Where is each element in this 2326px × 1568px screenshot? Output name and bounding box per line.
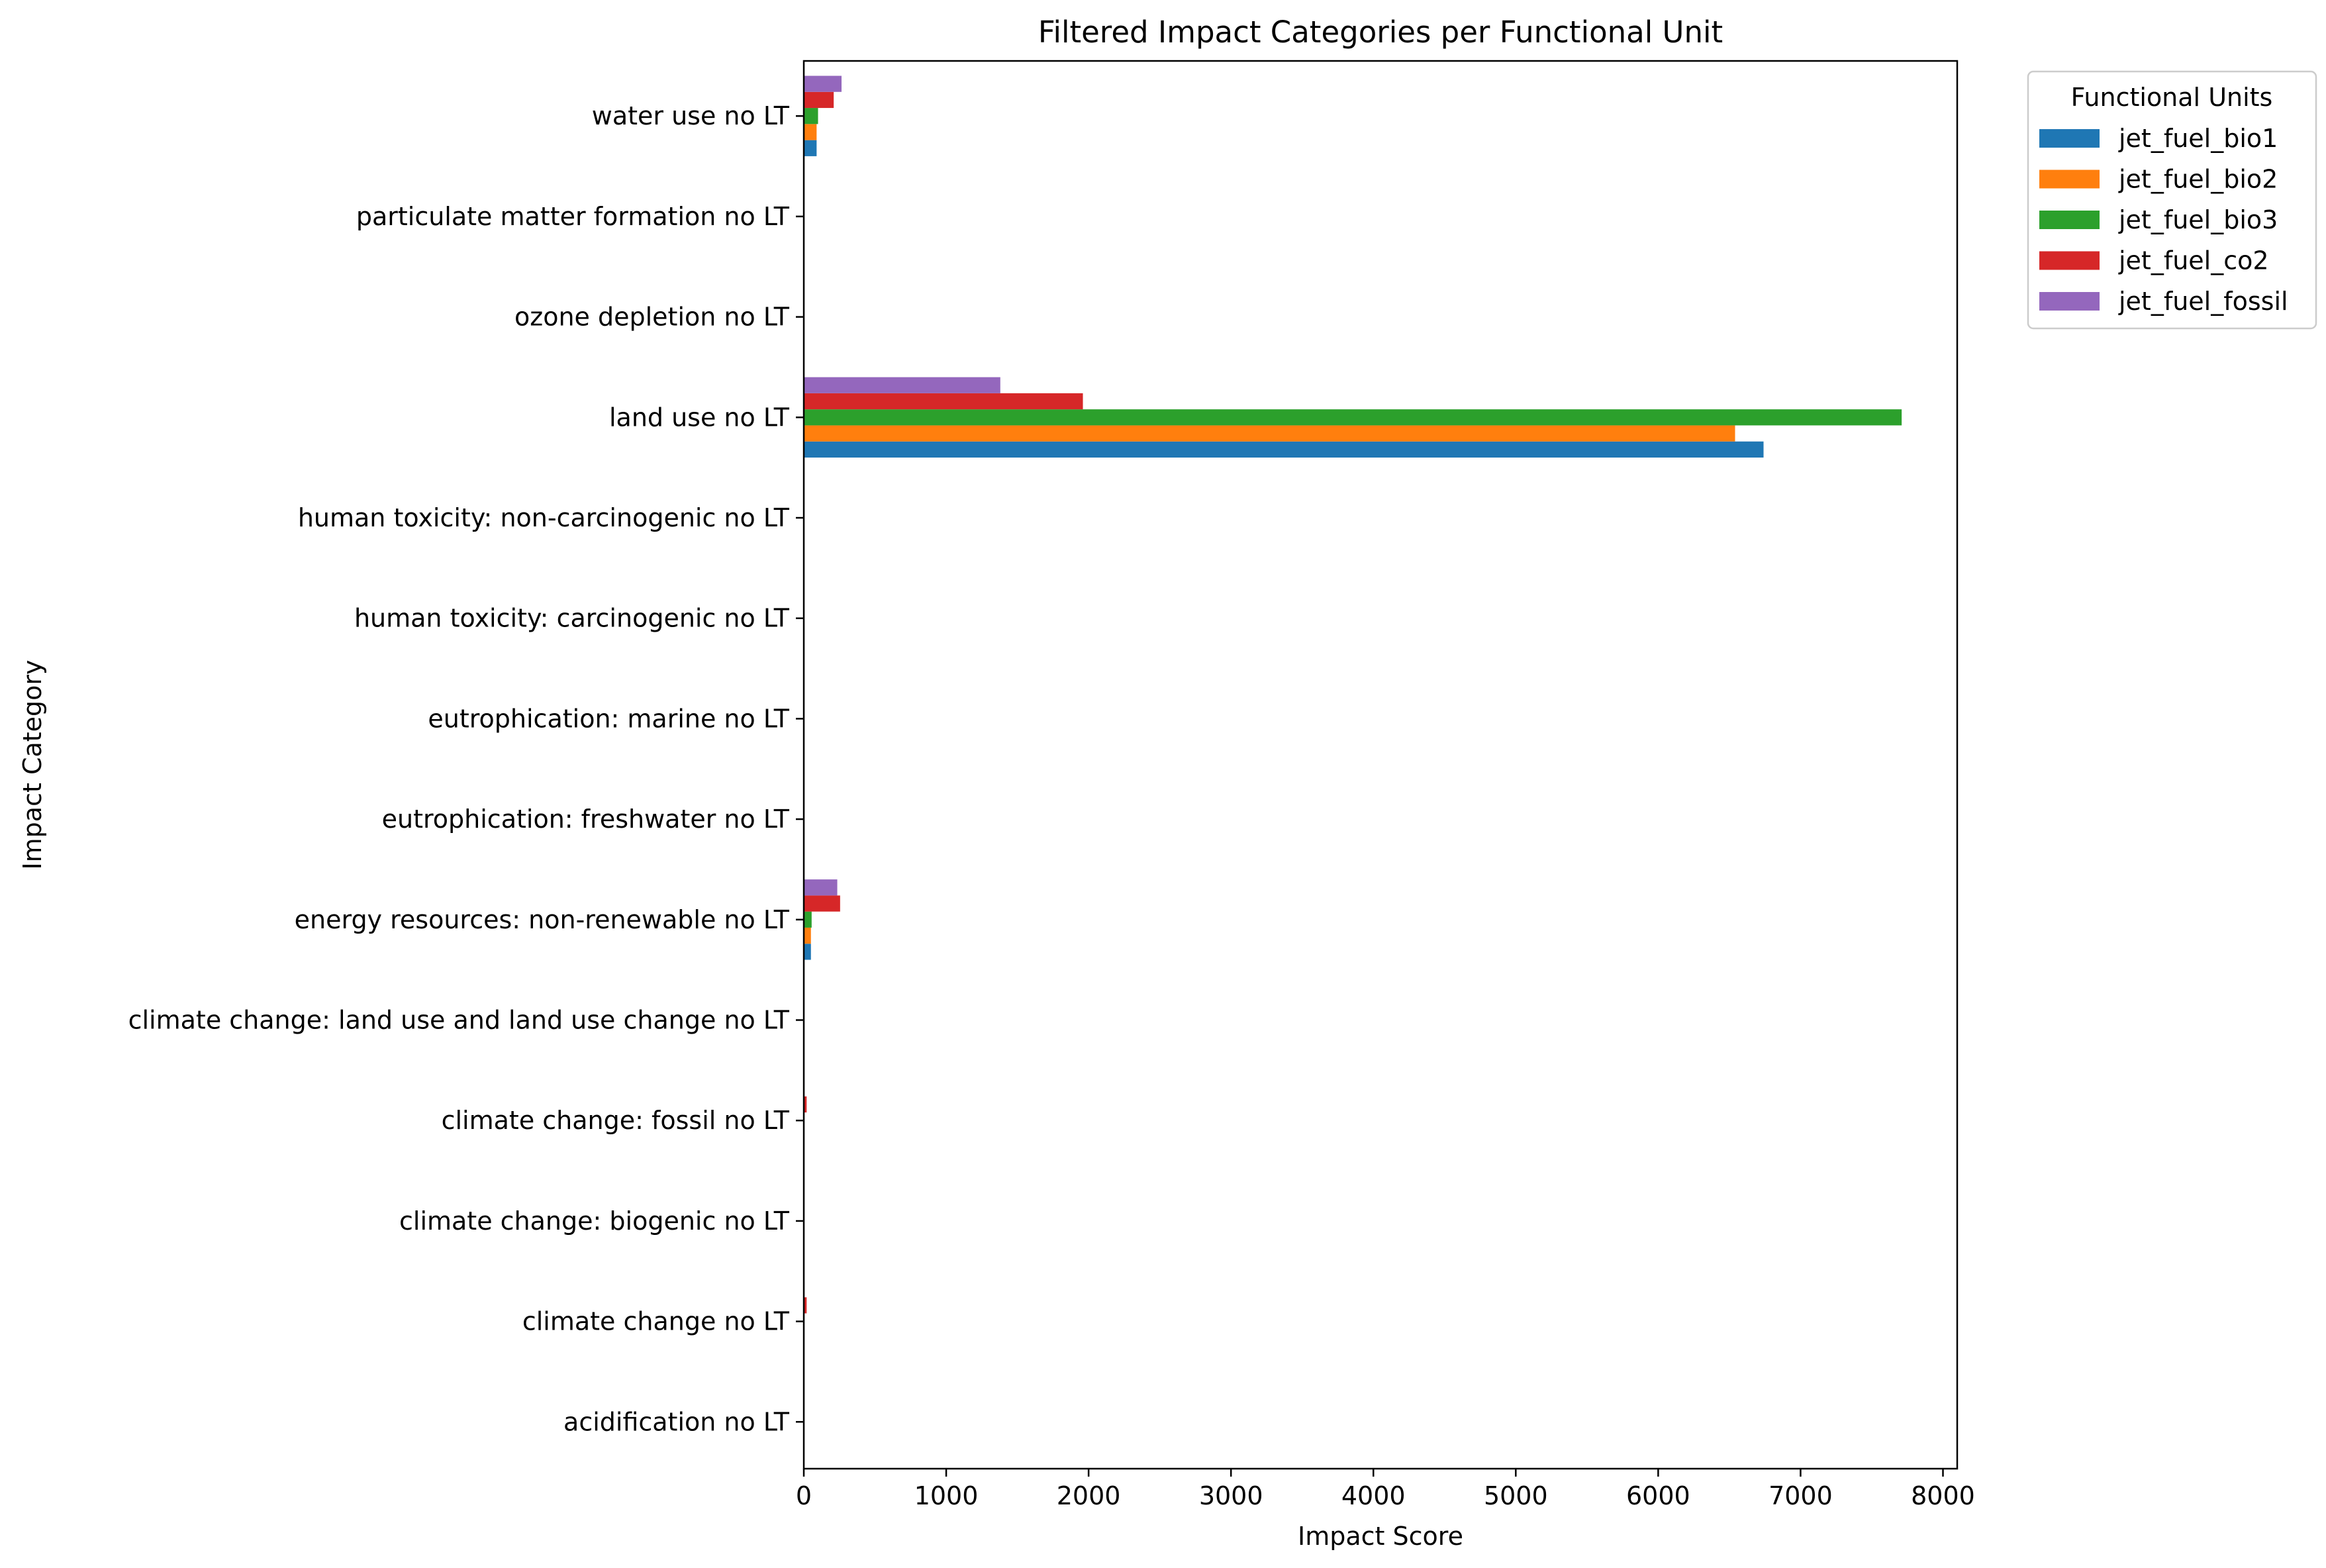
- plot-frame: [802, 60, 1959, 1470]
- bar-jet_fuel_co2: [804, 895, 840, 912]
- bar-jet_fuel_bio3: [804, 911, 812, 928]
- y-tick-label: land use no LT: [609, 403, 790, 432]
- legend-label-jet_fuel_bio1: jet_fuel_bio1: [2118, 124, 2278, 153]
- bar-jet_fuel_bio1: [804, 944, 811, 960]
- legend-swatch-jet_fuel_fossil: [2039, 292, 2100, 311]
- x-tick-label: 3000: [1199, 1481, 1263, 1510]
- legend-label-jet_fuel_bio2: jet_fuel_bio2: [2118, 165, 2278, 194]
- legend-label-jet_fuel_fossil: jet_fuel_fossil: [2118, 287, 2288, 316]
- bar-jet_fuel_bio3: [804, 108, 818, 124]
- bar-jet_fuel_bio3: [804, 409, 1902, 426]
- bar-jet_fuel_bio2: [804, 425, 1735, 442]
- y-tick-label: energy resources: non-renewable no LT: [295, 905, 790, 934]
- legend-swatch-jet_fuel_bio2: [2039, 170, 2100, 189]
- x-tick-label: 0: [796, 1481, 812, 1510]
- bar-jet_fuel_co2: [804, 91, 834, 109]
- y-tick-label: particulate matter formation no LT: [356, 202, 790, 231]
- y-tick-label: climate change: biogenic no LT: [399, 1206, 790, 1236]
- bar-layer: [804, 75, 1902, 1462]
- legend-swatch-jet_fuel_bio3: [2039, 211, 2100, 229]
- bar-jet_fuel_co2: [804, 1297, 807, 1314]
- x-tick-label: 6000: [1626, 1481, 1690, 1510]
- legend-items: jet_fuel_bio1 jet_fuel_bio2 jet_fuel_bio3j…: [2039, 124, 2288, 316]
- y-axis: acidification no LT climate change no LT c…: [128, 101, 804, 1436]
- legend-label-jet_fuel_co2: jet_fuel_co2: [2118, 246, 2269, 275]
- chart-title: Filtered Impact Categories per Functiona…: [1038, 15, 1723, 50]
- legend: Functional Units jet_fuel_bio1jet_fuel_b…: [2027, 70, 2317, 330]
- x-tick-label: 7000: [1769, 1481, 1833, 1510]
- x-axis: 0 1000 2000 3000 4000 5000 6000 7000 8000: [796, 1469, 1975, 1510]
- legend-swatch-jet_fuel_co2: [2039, 251, 2100, 270]
- bar-jet_fuel_fossil: [804, 377, 1000, 393]
- legend-swatch-jet_fuel_bio1: [2039, 129, 2100, 148]
- bar-jet_fuel_bio2: [804, 124, 817, 140]
- bar-jet_fuel_bio1: [804, 441, 1764, 458]
- bar-jet_fuel_co2: [804, 1096, 807, 1113]
- legend-frame: [2027, 70, 2317, 330]
- y-tick-label: ozone depletion no LT: [514, 303, 790, 332]
- y-tick-label: human toxicity: carcinogenic no LT: [354, 604, 790, 633]
- bar-jet_fuel_fossil: [804, 75, 842, 92]
- legend-title: Functional Units: [2071, 83, 2273, 112]
- bar-jet_fuel_co2: [804, 393, 1083, 410]
- y-axis-label: Impact Category: [18, 660, 47, 869]
- y-tick-label: climate change: land use and land use ch…: [128, 1006, 790, 1035]
- x-tick-label: 2000: [1057, 1481, 1121, 1510]
- x-tick-label: 4000: [1341, 1481, 1406, 1510]
- y-tick-label: climate change: fossil no LT: [442, 1106, 790, 1135]
- x-tick-label: 1000: [914, 1481, 979, 1510]
- bar-jet_fuel_bio1: [804, 140, 817, 156]
- y-tick-label: human toxicity: non-carcinogenic no LT: [298, 503, 790, 532]
- legend-label-jet_fuel_bio3: jet_fuel_bio3: [2118, 205, 2278, 234]
- y-tick-label: climate change no LT: [522, 1307, 790, 1336]
- x-axis-label: Impact Score: [1298, 1522, 1463, 1551]
- x-tick-label: 5000: [1484, 1481, 1548, 1510]
- y-tick-label: eutrophication: freshwater no LT: [382, 805, 790, 834]
- x-tick-label: 8000: [1911, 1481, 1975, 1510]
- y-tick-label: eutrophication: marine no LT: [428, 704, 789, 733]
- y-tick-label: acidification no LT: [563, 1407, 790, 1436]
- bar-jet_fuel_bio2: [804, 927, 811, 944]
- y-tick-label: water use no LT: [592, 101, 790, 130]
- bar-jet_fuel_fossil: [804, 879, 838, 896]
